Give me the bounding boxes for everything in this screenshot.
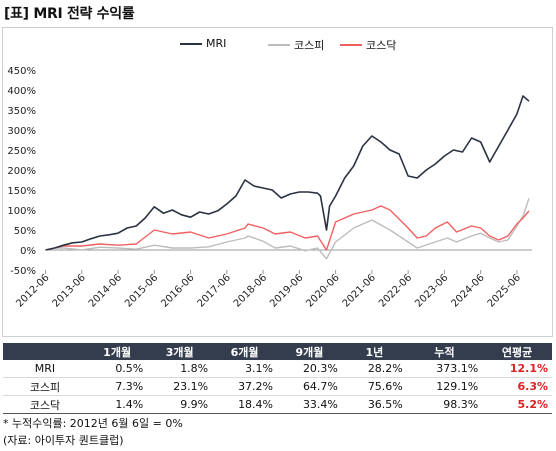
y-tick-label: 400% — [7, 86, 36, 97]
legend-label: 코스닥 — [366, 39, 397, 52]
row-label: 코스피 — [3, 377, 87, 396]
chart-legend: MRI 코스피 코스닥 — [0, 37, 556, 55]
series-line-mri — [45, 95, 530, 251]
x-tick-label: 2024-06 — [449, 272, 486, 309]
table-cell: 37.2% — [212, 377, 278, 396]
x-tick-label: 2019-06 — [268, 272, 305, 309]
chart-frame — [2, 27, 553, 337]
x-tick-label: 2018-06 — [232, 272, 269, 309]
table-row: MRI 0.5% 1.8% 3.1% 20.3% 28.2% 373.1% 12… — [3, 360, 552, 378]
x-tick-label: 2016-06 — [159, 272, 196, 309]
row-label: MRI — [3, 360, 87, 378]
x-tick-label: 2014-06 — [87, 272, 124, 309]
table-cell: 98.3% — [406, 395, 483, 414]
annualized-cell: 12.1% — [482, 360, 552, 378]
table-cell: 33.4% — [277, 395, 342, 414]
row-label: 코스닥 — [3, 395, 87, 414]
table-cell: 64.7% — [277, 377, 342, 396]
table-cell: 75.6% — [341, 377, 407, 396]
table-cell: 1.4% — [87, 395, 148, 414]
x-tick-label: 2021-06 — [341, 272, 378, 309]
y-tick-label: 200% — [7, 166, 36, 177]
table-header-cell: 9개월 — [277, 343, 342, 360]
annualized-cell: 5.2% — [482, 395, 552, 414]
table-cell: 20.3% — [277, 360, 342, 378]
table-cell: 28.2% — [341, 360, 407, 378]
y-tick-label: 100% — [7, 206, 36, 217]
legend-swatch — [180, 42, 202, 45]
y-tick-label: 450% — [7, 66, 36, 77]
x-tick-label: 2022-06 — [377, 272, 414, 309]
x-tick-label: 2025-06 — [486, 272, 523, 309]
legend-item: 코스피 — [268, 37, 324, 53]
table-header-cell: 6개월 — [212, 343, 278, 360]
y-tick-label: 50% — [14, 226, 36, 237]
table-cell: 23.1% — [147, 377, 213, 396]
legend-item: 코스닥 — [340, 37, 396, 53]
table-row: 코스닥 1.4% 9.9% 18.4% 33.4% 36.5% 98.3% 5.… — [3, 395, 552, 414]
x-tick-label: 2020-06 — [304, 272, 341, 309]
y-tick-label: 350% — [7, 106, 36, 117]
legend-item: MRI — [180, 37, 226, 50]
legend-label: 코스피 — [294, 39, 325, 52]
table-cell: 18.4% — [212, 395, 278, 414]
y-tick-label: 300% — [7, 126, 36, 137]
table-header-cell: 1년 — [341, 343, 407, 360]
table-cell: 9.9% — [147, 395, 213, 414]
table-cell: 373.1% — [406, 360, 483, 378]
line-chart: 450% 400% 350% 300% 250% 200% 150% 100% 50% 0% -50… — [7, 66, 532, 310]
y-tick-label: -50% — [10, 266, 36, 277]
footnote: * 누적수익률: 2012년 6월 6일 = 0% — [3, 417, 183, 430]
y-tick-label: 150% — [7, 186, 36, 197]
table-row: 코스피 7.3% 23.1% 37.2% 64.7% 75.6% 129.1% … — [3, 377, 552, 396]
annualized-cell: 6.3% — [482, 377, 552, 396]
table-cell: 129.1% — [406, 377, 483, 396]
returns-table: 1개월 3개월 6개월 9개월 1년 누적 연평균 MRI 0.5% 1.8% … — [3, 343, 552, 414]
page-title: [표] MRI 전략 수익률 — [4, 6, 135, 22]
source-note: (자료: 아이투자 퀀트클럽) — [3, 434, 124, 447]
series-line-kospi — [45, 198, 530, 260]
x-tick-label: 2023-06 — [413, 272, 450, 309]
series-line-kosdaq — [45, 205, 530, 251]
legend-label: MRI — [206, 37, 227, 50]
table-header-cell: 누적 — [406, 343, 483, 360]
x-tick-label: 2015-06 — [123, 272, 160, 309]
table-header-cell: 3개월 — [147, 343, 213, 360]
table-header-row: 1개월 3개월 6개월 9개월 1년 누적 연평균 — [3, 343, 552, 360]
legend-swatch — [268, 44, 290, 46]
table-cell: 7.3% — [87, 377, 148, 396]
x-tick-label: 2017-06 — [196, 272, 233, 309]
table-header-cell: 연평균 — [482, 343, 552, 360]
legend-swatch — [340, 44, 362, 46]
y-tick-label: 250% — [7, 146, 36, 157]
table-header-cell — [3, 343, 87, 360]
table-cell: 36.5% — [341, 395, 407, 414]
table-cell: 1.8% — [147, 360, 213, 378]
x-tick-label: 2013-06 — [51, 272, 88, 309]
table-cell: 3.1% — [212, 360, 278, 378]
x-tick-label: 2012-06 — [14, 272, 51, 309]
table-header-cell: 1개월 — [87, 343, 148, 360]
y-tick-label: 0% — [20, 246, 36, 257]
table-cell: 0.5% — [87, 360, 148, 378]
